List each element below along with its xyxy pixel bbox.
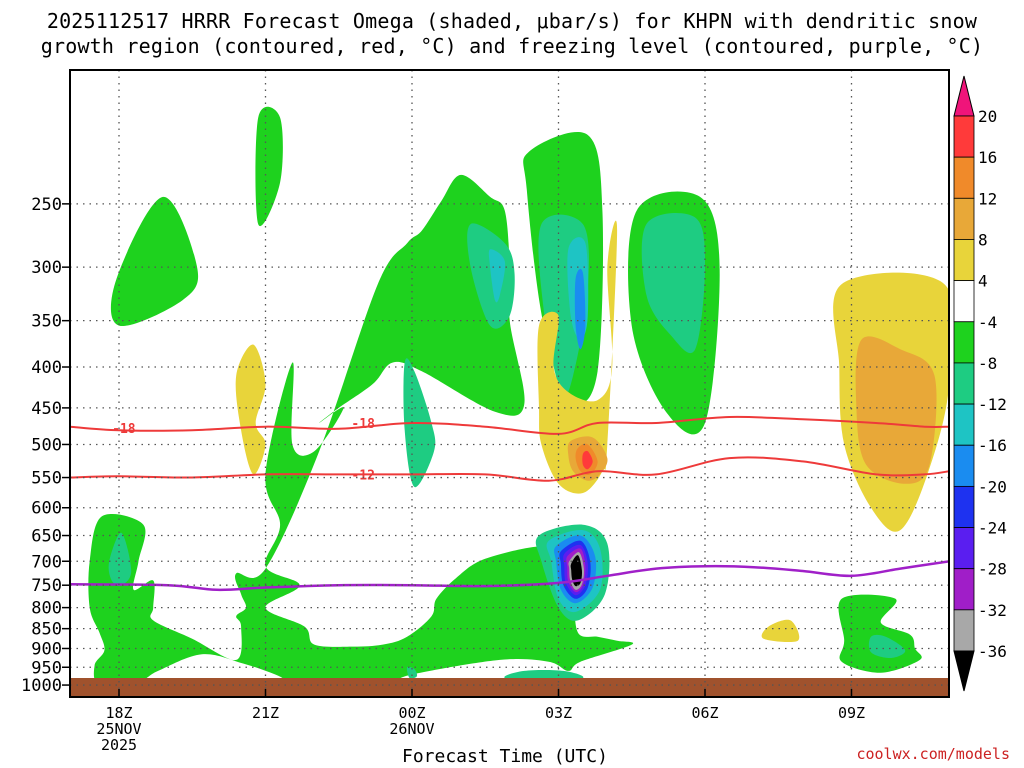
contour-layer: -18 -18 -12 [70, 415, 949, 592]
colorbar-band [953, 362, 975, 405]
dendritic-contour-line [70, 415, 949, 435]
colorbar-band [953, 403, 975, 446]
omega-region [110, 196, 199, 327]
chart-title-line-1: 2025112517 HRRR Forecast Omega (shaded, … [46, 9, 978, 33]
colorbar-label: -20 [978, 477, 1007, 496]
omega-region [488, 249, 506, 303]
omega-region [838, 594, 922, 673]
omega-region [537, 220, 618, 494]
dendritic-contour-line [70, 456, 949, 482]
colorbar: 20 16 12 8 4 -4 -8 -12 -16 -20 -24 -28 -32 -36 [953, 75, 1007, 692]
colorbar-label: -24 [978, 519, 1007, 538]
omega-region [641, 212, 705, 354]
x-tick-label: 21Z [252, 704, 279, 722]
y-tick-label: 800 [31, 599, 62, 619]
omega-region [855, 336, 937, 484]
gridlines [70, 70, 949, 697]
colorbar-label: -4 [978, 313, 997, 332]
plot-frame [69, 69, 950, 698]
x-tick-label: 09Z [838, 704, 865, 722]
colorbar-label: -32 [978, 601, 1007, 620]
dendritic-contour-label: -18 [112, 422, 136, 437]
ground-strip [70, 678, 949, 697]
colorbar-bottom-arrow [953, 650, 975, 692]
colorbar-label: -8 [978, 354, 997, 373]
omega-region [108, 532, 132, 586]
dendritic-contour-label: -18 [351, 417, 375, 432]
colorbar-label: 20 [978, 107, 997, 126]
y-tick-label: 700 [31, 552, 62, 572]
chart-title-line-2: growth region (contoured, red, °C) and f… [40, 34, 984, 58]
y-tick-label: 650 [31, 527, 62, 547]
colorbar-label: 16 [978, 148, 997, 167]
colorbar-band [953, 444, 975, 487]
colorbar-band [953, 527, 975, 570]
credit-link[interactable]: coolwx.com/models [856, 745, 1010, 763]
colorbar-band [953, 568, 975, 611]
x-tick-label: 03Z [545, 704, 572, 722]
y-tick-label: 450 [31, 399, 62, 419]
colorbar-label: 8 [978, 230, 988, 249]
colorbar-band [953, 115, 975, 158]
y-tick-label: 750 [31, 576, 62, 596]
colorbar-band [953, 197, 975, 240]
omega-region [406, 666, 418, 679]
omega-region [868, 634, 906, 659]
y-tick-label: 350 [31, 312, 62, 332]
colorbar-band [953, 321, 975, 364]
colorbar-band [953, 156, 975, 199]
omega-region [582, 450, 593, 470]
omega-region [761, 619, 800, 643]
x-tick-label: 2025 [101, 736, 137, 754]
colorbar-label: -28 [978, 560, 1007, 579]
omega-shading-layer [70, 106, 949, 697]
x-tick-label: 25NOV [96, 720, 141, 738]
colorbar-band [953, 609, 975, 652]
x-tick-label: 06Z [691, 704, 718, 722]
y-tick-label: 900 [31, 639, 62, 659]
colorbar-label: 12 [978, 189, 997, 208]
x-axis-label: Forecast Time (UTC) [402, 746, 608, 767]
y-tick-label: 300 [31, 258, 62, 278]
y-tick-label: 400 [31, 358, 62, 378]
y-tick-label: 850 [31, 620, 62, 640]
omega-region [467, 223, 515, 329]
y-axis: 2503003504004505005506006507007508008509… [21, 195, 70, 696]
y-tick-label: 600 [31, 499, 62, 519]
colorbar-band [953, 280, 975, 323]
freezing-level-line [70, 560, 949, 592]
y-tick-label: 250 [31, 195, 62, 215]
x-tick-label: 26NOV [389, 720, 434, 738]
y-tick-label: 500 [31, 435, 62, 455]
colorbar-top-arrow [953, 75, 975, 117]
colorbar-band [953, 485, 975, 528]
omega-region [570, 555, 583, 587]
colorbar-label: 4 [978, 272, 988, 291]
y-tick-label: 550 [31, 469, 62, 489]
colorbar-label: -36 [978, 642, 1007, 661]
x-tick-label: 18Z [105, 704, 132, 722]
colorbar-label: -12 [978, 395, 1007, 414]
dendritic-contour-label: -12 [351, 468, 374, 483]
omega-region [574, 268, 586, 350]
omega-region [255, 106, 283, 227]
colorbar-band [953, 239, 975, 282]
colorbar-label: -16 [978, 436, 1007, 455]
y-tick-label: 1000 [21, 676, 62, 696]
omega-region [235, 344, 266, 475]
y-tick-label: 950 [31, 658, 62, 678]
x-tick-label: 00Z [398, 704, 425, 722]
